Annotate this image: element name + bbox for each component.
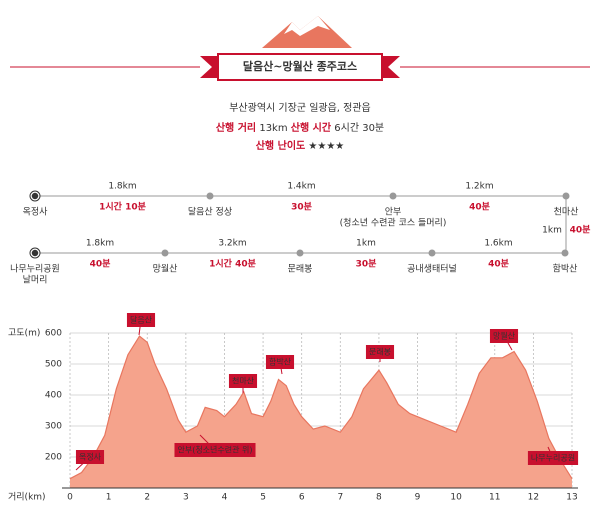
annotation: 나무누리공원: [531, 454, 575, 463]
annotation: 함박산: [269, 357, 292, 367]
annotation-box: [75, 450, 105, 464]
route-node: [428, 249, 436, 257]
x-tick-label: 6: [299, 493, 305, 503]
title: 달음산~망월산 종주코스: [243, 59, 357, 73]
route-node: [30, 248, 40, 258]
annotation-box: [174, 443, 256, 457]
segment-time: 40분: [488, 259, 509, 270]
node-name: 나무누리공원: [10, 264, 60, 275]
y-tick-label: 200: [45, 453, 62, 463]
annotation-box: [365, 345, 395, 359]
annotation: 달음산: [130, 315, 153, 325]
annotation: 옥정사: [79, 452, 102, 462]
annotation-box: [527, 451, 579, 465]
annotation-box: [489, 329, 519, 343]
annotation-box: [265, 355, 295, 369]
segment-distance: 1.8km: [108, 182, 136, 192]
info-label: 산행 거리: [216, 121, 256, 134]
x-tick-label: 13: [566, 493, 577, 503]
segment-distance: 1.8km: [86, 239, 114, 249]
segment-distance: 1.6km: [484, 239, 512, 249]
route-node: [206, 192, 214, 200]
node-name: 공내생태터널: [407, 264, 457, 275]
node-name: 문래봉: [288, 264, 313, 275]
node-name: 천마산: [554, 207, 579, 218]
node-name: 안부: [385, 207, 402, 218]
segment-time: 30분: [356, 259, 377, 270]
route-node-ring: [29, 190, 41, 202]
y-tick-label: 300: [45, 422, 62, 432]
x-tick-label: 2: [144, 493, 150, 503]
x-tick-label: 0: [67, 493, 73, 503]
info-value: ★★★★: [308, 141, 344, 152]
elevation-line: [69, 335, 573, 480]
x-tick-label: 8: [376, 493, 382, 503]
x-tick-label: 10: [450, 493, 462, 503]
route-node: [30, 191, 40, 201]
route-node: [296, 249, 304, 257]
x-tick-label: 3: [183, 493, 189, 503]
info-value: 6시간 30분: [334, 122, 384, 134]
snow-cap: [284, 16, 330, 36]
x-tick-label: 1: [106, 493, 112, 503]
y-axis-label: 고도(m): [8, 329, 40, 339]
link-distance: 1km: [542, 226, 562, 236]
x-tick-label: 4: [222, 493, 228, 503]
x-tick-label: 7: [337, 493, 343, 503]
info-value: 13km: [259, 123, 287, 134]
annotation-box: [126, 313, 156, 327]
node-sub: (청소년 수련관 코스 들머리): [340, 218, 447, 229]
segment-distance: 3.2km: [218, 239, 246, 249]
info-label: 산행 시간: [291, 121, 332, 134]
node-name: 함박산: [553, 264, 578, 275]
title-banner: [217, 53, 383, 81]
route-node: [389, 192, 397, 200]
link-time: 40분: [570, 225, 591, 236]
x-tick-label: 9: [415, 493, 421, 503]
elevation-area: [70, 336, 572, 488]
x-tick-label: 11: [489, 493, 500, 503]
y-tick-label: 500: [45, 360, 62, 370]
annotation: 안부(청소년수련관 위): [177, 445, 252, 455]
info-label: 산행 난이도: [256, 139, 305, 152]
route-node: [161, 249, 169, 257]
annotation-box: [228, 374, 258, 388]
x-axis-label: 거리(km): [8, 492, 46, 503]
segment-time: 30분: [291, 202, 312, 213]
annotation: 문래봉: [369, 348, 391, 357]
x-tick-label: 5: [260, 493, 266, 503]
segment-distance: 1km: [356, 239, 376, 249]
x-tick-label: 12: [528, 493, 539, 503]
y-tick-label: 400: [45, 391, 62, 401]
info-line: 산행 거리 13km 산행 시간 6시간 30분: [216, 121, 384, 134]
segment-distance: 1.4km: [287, 182, 315, 192]
segment-time: 40분: [469, 202, 490, 213]
y-tick-label: 600: [45, 329, 62, 339]
segment-time: 1시간 40분: [209, 258, 256, 270]
location: 부산광역시 기장군 일광읍, 정관읍: [229, 102, 371, 114]
segment-time: 1시간 10분: [99, 201, 146, 213]
node-name: 옥정사: [23, 207, 49, 218]
annotation: 천마산: [232, 376, 255, 386]
info-line: 산행 난이도 ★★★★: [256, 139, 345, 152]
node-name: 달음산 정상: [188, 206, 232, 218]
segment-time: 40분: [90, 259, 111, 270]
node-sub: 날머리: [23, 275, 48, 286]
annotation: 망월산: [493, 331, 516, 341]
route-node-ring: [29, 247, 41, 259]
route-node: [561, 249, 569, 257]
route-node: [562, 192, 570, 200]
node-name: 망월산: [153, 263, 178, 275]
segment-distance: 1.2km: [465, 182, 493, 192]
